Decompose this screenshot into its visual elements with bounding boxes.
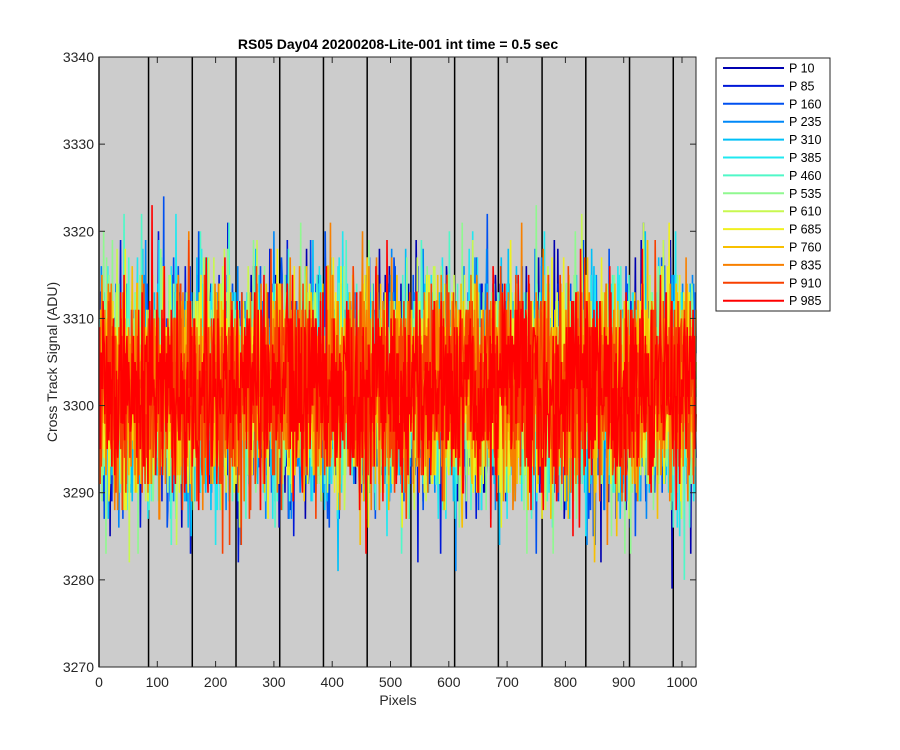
y-tick-label: 3270 [63,659,94,675]
legend: P 10 P 85 P 160 P 235 P 310 P 385 P 460 P 535 P … [715,57,831,312]
legend-label-p-85: P 85 [789,79,815,93]
plot-area-frame [98,56,697,668]
series-line-p-985 [98,205,697,554]
legend-label-p-385: P 385 [789,151,821,165]
x-tick-label: 400 [321,674,345,690]
legend-label-p-310: P 310 [789,133,821,147]
legend-label-p-460: P 460 [789,169,821,183]
x-axis-label: Pixels [379,692,416,708]
x-tick-label: 200 [204,674,228,690]
series-layer [98,196,697,589]
x-tick-label: 800 [554,674,578,690]
legend-box [715,57,831,312]
y-tick-label: 3300 [63,398,94,414]
x-tick-label: 1000 [666,674,697,690]
y-tick-label: 3320 [63,223,94,239]
legend-label-p-910: P 910 [789,276,821,290]
legend-label-p-835: P 835 [789,258,821,272]
y-tick-label: 3330 [63,136,94,152]
x-axis-ticks: 0 100 200 300 400 500 600 700 800 900 1000 [95,57,698,690]
x-tick-label: 300 [262,674,286,690]
legend-label-p-235: P 235 [789,115,821,129]
legend-label-p-160: P 160 [789,97,821,111]
legend-label-p-685: P 685 [789,223,821,237]
chart-title: RS05 Day04 20200208-Lite-001 int time = … [238,36,558,52]
x-tick-label: 500 [379,674,403,690]
legend-label-p-760: P 760 [789,241,821,255]
y-axis-label: Cross Track Signal (ADU) [44,282,60,442]
y-tick-label: 3340 [63,49,94,65]
legend-items: P 10 P 85 P 160 P 235 P 310 P 385 P 460 P 535 P … [723,62,821,308]
y-axis-ticks: 3270 3280 3290 3300 3310 3320 3330 3340 [63,49,696,675]
x-tick-label: 900 [612,674,636,690]
x-tick-label: 0 [95,674,103,690]
y-tick-label: 3280 [63,572,94,588]
y-tick-label: 3290 [63,485,94,501]
x-tick-label: 100 [146,674,170,690]
legend-label-p-535: P 535 [789,187,821,201]
x-tick-label: 600 [437,674,461,690]
x-tick-label: 700 [495,674,519,690]
legend-label-p-10: P 10 [789,62,815,76]
legend-label-p-610: P 610 [789,205,821,219]
legend-label-p-985: P 985 [789,294,821,308]
y-tick-label: 3310 [63,310,94,326]
